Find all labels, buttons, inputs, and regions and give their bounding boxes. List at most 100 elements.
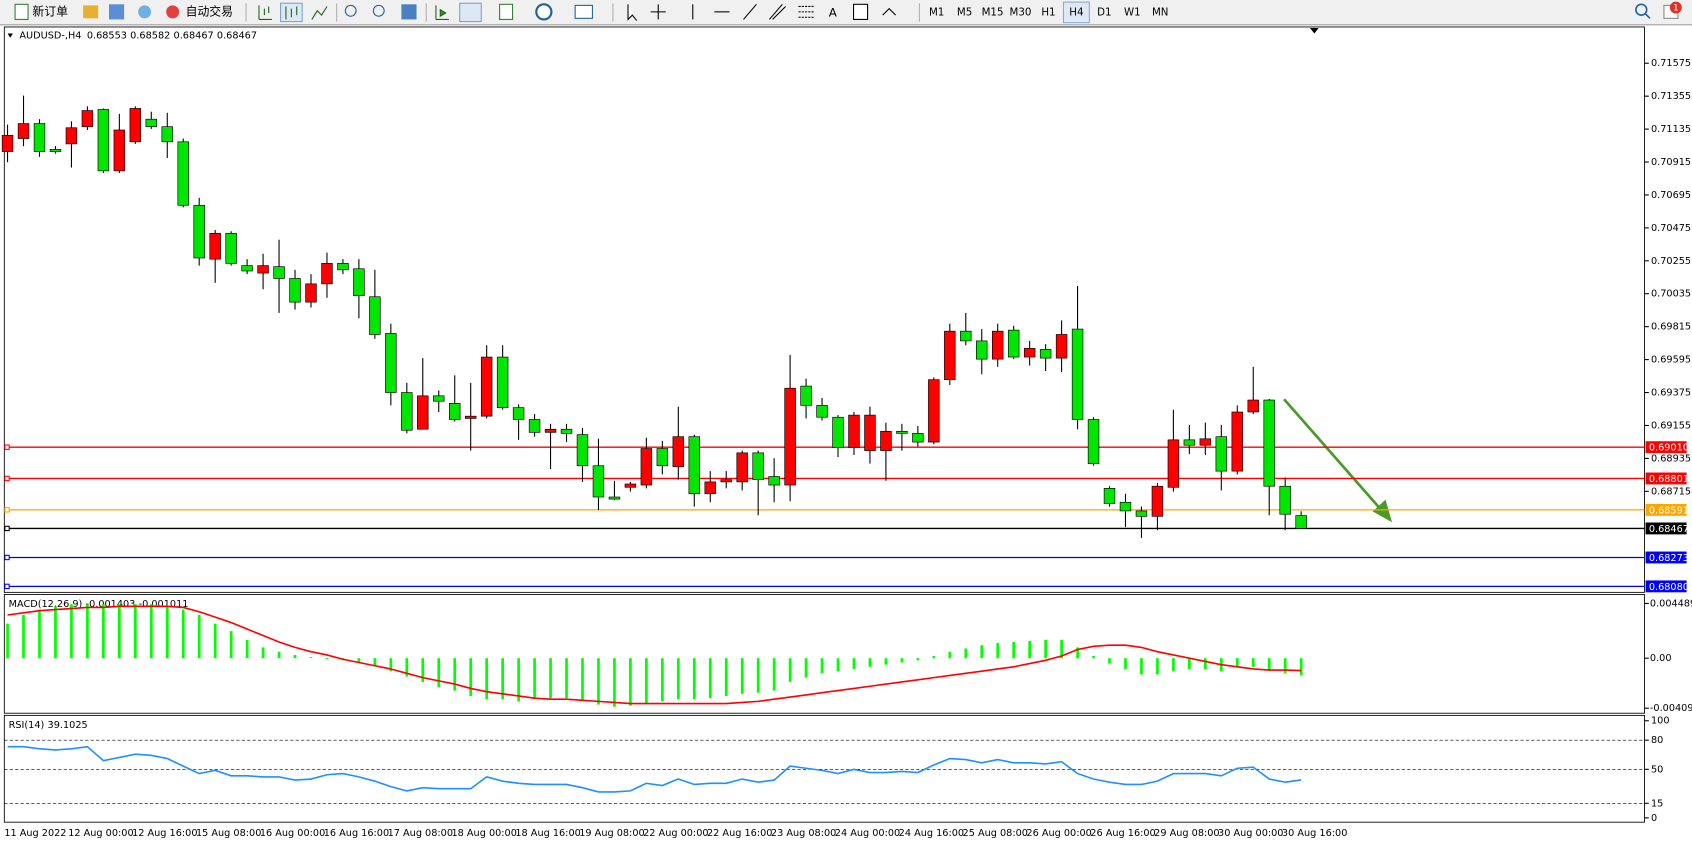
- arrows-tool[interactable]: [882, 7, 897, 16]
- x-tick-label: 24 Aug 16:00: [899, 828, 964, 839]
- candle-body: [1199, 438, 1212, 446]
- crosshair[interactable]: [650, 4, 666, 20]
- icon[interactable]: [311, 6, 328, 20]
- fibo[interactable]: [798, 5, 814, 18]
- icon[interactable]: [535, 3, 553, 21]
- y-tick-label: 80: [1651, 735, 1663, 746]
- candle-body: [369, 296, 381, 335]
- zoom-out[interactable]: [372, 4, 385, 17]
- indicator-name: MACD(12,26,9): [9, 599, 83, 610]
- level-handle: [4, 525, 10, 532]
- level-tag: [1645, 522, 1687, 535]
- trend-arrow: [1283, 398, 1386, 515]
- indicator-name: RSI(14): [9, 720, 45, 731]
- x-tick-label: 22 Aug 00:00: [643, 828, 708, 839]
- zoom-in[interactable]: [344, 4, 357, 17]
- level-label: 0.68467: [1649, 524, 1689, 535]
- y-tick-label: 0.70695: [1651, 190, 1691, 201]
- timeframe-button[interactable]: H1: [1041, 6, 1055, 18]
- candle-body: [97, 109, 110, 172]
- x-tick-label: 25 Aug 08:00: [963, 828, 1028, 839]
- plot-area: AUDUSD-,H4 0.68553 0.68582 0.68467 0.684670.…: [1, 26, 1692, 839]
- candle-body: [1135, 510, 1148, 517]
- candle-body: [433, 395, 445, 402]
- notification-badge[interactable]: [1669, 1, 1682, 14]
- indicator-header: MACD(12,26,9) -0.001403 -0.001011: [9, 599, 189, 610]
- candle-body: [1167, 439, 1180, 488]
- icon: [166, 5, 180, 19]
- signal-line: [7, 605, 1302, 705]
- search[interactable]: [1645, 13, 1651, 19]
- timeframe-button[interactable]: M15: [982, 6, 1004, 18]
- icon[interactable]: [285, 6, 298, 20]
- candle-body: [896, 430, 908, 434]
- icon[interactable]: [258, 5, 272, 20]
- new-order-button[interactable]: 新订单: [14, 3, 68, 20]
- candle-body: [944, 330, 956, 380]
- timeframe-label: MN: [1152, 6, 1169, 18]
- level-tag: [1645, 503, 1687, 516]
- level-tag: [1645, 551, 1687, 564]
- candle-body: [129, 108, 142, 143]
- text-tool[interactable]: A: [829, 5, 838, 19]
- auto-trading-label: 自动交易: [186, 4, 233, 18]
- icon: [14, 3, 29, 20]
- indicator-value: -0.001011: [139, 599, 189, 610]
- icon[interactable]: [574, 4, 593, 19]
- timeframe-button[interactable]: M30: [1010, 6, 1032, 18]
- x-tick-label: 24 Aug 00:00: [835, 828, 900, 839]
- macd-panel: [3, 594, 1645, 714]
- trend-line[interactable]: [743, 3, 757, 20]
- icon[interactable]: [459, 2, 482, 23]
- candle-body: [672, 436, 685, 468]
- channel[interactable]: [768, 3, 786, 20]
- candle-body: [321, 263, 333, 285]
- shift-marker: [1310, 28, 1319, 34]
- timeframe-button[interactable]: H4: [1062, 1, 1090, 24]
- timeframe-label: M15: [982, 6, 1004, 18]
- candle-body: [81, 110, 94, 128]
- search[interactable]: [1635, 3, 1648, 16]
- candle-body: [464, 415, 477, 419]
- icon[interactable]: [499, 3, 514, 20]
- level-label: 0.68801: [1649, 474, 1689, 485]
- x-tick-label: 22 Aug 16:00: [707, 828, 772, 839]
- candle-body: [273, 266, 285, 279]
- x-tick-label: 17 Aug 08:00: [388, 828, 453, 839]
- icon[interactable]: [83, 5, 99, 19]
- y-tick-label: 15: [1651, 798, 1663, 809]
- level-tag: [1645, 441, 1687, 454]
- timeframe-label: H4: [1069, 6, 1083, 18]
- timeframe-button[interactable]: D1: [1097, 6, 1111, 18]
- indicator-value: 39.1025: [48, 720, 88, 731]
- icon[interactable]: [108, 4, 125, 20]
- candle-body: [1055, 334, 1068, 359]
- icon[interactable]: [138, 5, 152, 19]
- x-tick-label: 18 Aug 00:00: [451, 828, 516, 839]
- timeframe-label: M1: [929, 6, 944, 18]
- candle-body: [592, 465, 605, 498]
- timeframe-button[interactable]: M1: [929, 6, 944, 18]
- candle-body: [688, 436, 701, 495]
- candle-body: [401, 392, 413, 431]
- candle-body: [145, 118, 158, 128]
- level-handle: [4, 475, 10, 482]
- label-tool[interactable]: [853, 3, 869, 20]
- toolbar: 新订单 自动交易 A M1 M5 M15 M: [0, 0, 1692, 26]
- icon[interactable]: [435, 5, 449, 20]
- candle-body: [177, 141, 189, 206]
- x-tick-label: 29 Aug 08:00: [1154, 828, 1219, 839]
- candle-body: [65, 127, 78, 145]
- cursor[interactable]: [627, 4, 638, 21]
- auto-trading-button[interactable]: 自动交易: [166, 4, 233, 18]
- y-tick-label: 0.70915: [1651, 157, 1691, 168]
- timeframe-label: M5: [957, 6, 972, 18]
- candle-body: [576, 434, 589, 467]
- candle-body: [816, 405, 828, 418]
- icon[interactable]: [401, 4, 417, 20]
- timeframe-button[interactable]: M5: [957, 6, 972, 18]
- timeframe-button[interactable]: MN: [1152, 6, 1169, 18]
- timeframe-button[interactable]: W1: [1124, 6, 1141, 18]
- candle-body: [1103, 488, 1116, 504]
